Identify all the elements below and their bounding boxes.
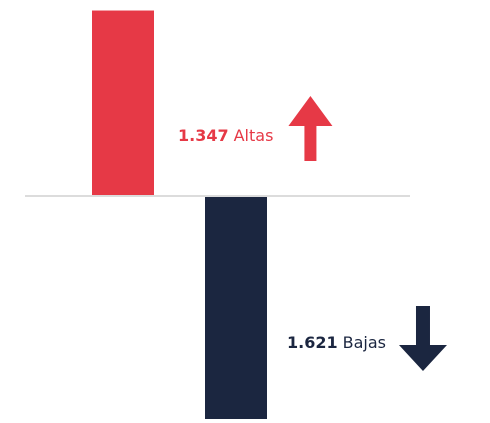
value-label: 1.347 (178, 126, 229, 145)
value-label: 1.621 (287, 333, 338, 352)
bar (92, 10, 154, 196)
bar-label: 1.621 Bajas (287, 333, 386, 352)
category-label: Bajas (343, 333, 386, 352)
category-label: Altas (234, 126, 274, 145)
arrow-down (398, 306, 447, 371)
arrow-up (288, 96, 333, 161)
bar (205, 197, 267, 419)
bar-label: 1.347 Altas (178, 126, 273, 145)
